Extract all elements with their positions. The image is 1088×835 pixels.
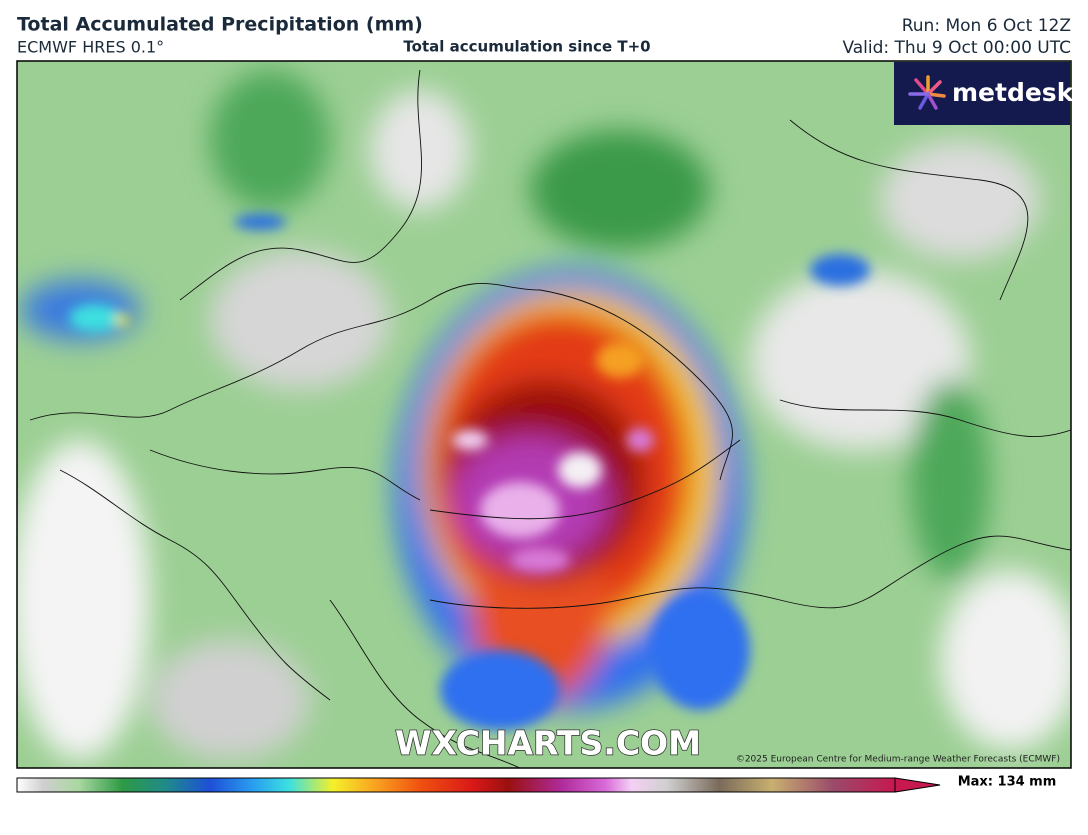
map-ellipse (480, 482, 560, 538)
map-path (29, 283, 541, 421)
map-line (914, 78, 930, 96)
map-ellipse (558, 452, 602, 488)
map-path (149, 449, 421, 501)
map-line (926, 80, 942, 96)
max-label: Max: 134 mm (958, 775, 1057, 790)
watermark: WXCHARTS.COM (395, 724, 701, 763)
map-ellipse (210, 250, 390, 390)
precip-field (17, 61, 1071, 768)
map-path (789, 119, 1029, 301)
map-ellipse (910, 380, 990, 580)
map-ellipse (750, 270, 970, 450)
map-g (69, 214, 870, 730)
map-ellipse (940, 570, 1071, 750)
map-ellipse (115, 314, 129, 326)
map-g (17, 70, 1071, 760)
map-path (179, 69, 422, 301)
map-ellipse (530, 130, 710, 250)
map-g (908, 75, 946, 110)
run-time: Run: Mon 6 Oct 12Z (902, 16, 1071, 36)
map-ellipse (626, 428, 654, 452)
map-line (926, 92, 946, 98)
map-line (918, 92, 930, 110)
map-ellipse (452, 430, 488, 450)
logo: metdesk (894, 62, 1075, 125)
map-path (779, 399, 1071, 437)
map-path (59, 469, 331, 701)
map-path (429, 535, 1071, 609)
map-ellipse (150, 640, 310, 760)
map-line (926, 92, 938, 110)
map-path (429, 439, 741, 520)
map-ellipse (880, 140, 1040, 260)
title: Total Accumulated Precipitation (mm) (17, 14, 423, 36)
map-ellipse (440, 650, 560, 730)
map-ellipse (370, 90, 470, 210)
colorbar: Max: 134 mm (16, 775, 1057, 793)
map-ellipse (810, 254, 870, 286)
map-rect (16, 777, 896, 793)
map-path (329, 599, 521, 768)
logo-text: metdesk (952, 78, 1075, 107)
map-ellipse (17, 440, 150, 760)
map-ellipse (596, 342, 644, 378)
map-ellipse (69, 304, 121, 332)
map-ellipse (234, 214, 286, 230)
map-frame (16, 60, 1072, 769)
model: ECMWF HRES 0.1° (17, 38, 164, 57)
valid-time: Valid: Thu 9 Oct 00:00 UTC (842, 38, 1071, 58)
map-ellipse (510, 548, 570, 572)
map-ellipse (210, 70, 330, 210)
map-ellipse (650, 590, 750, 710)
copyright: ©2025 European Centre for Medium-range W… (736, 755, 1060, 765)
subtitle: Total accumulation since T+0 (403, 38, 650, 56)
map-path (894, 777, 941, 793)
borders (29, 69, 1071, 768)
